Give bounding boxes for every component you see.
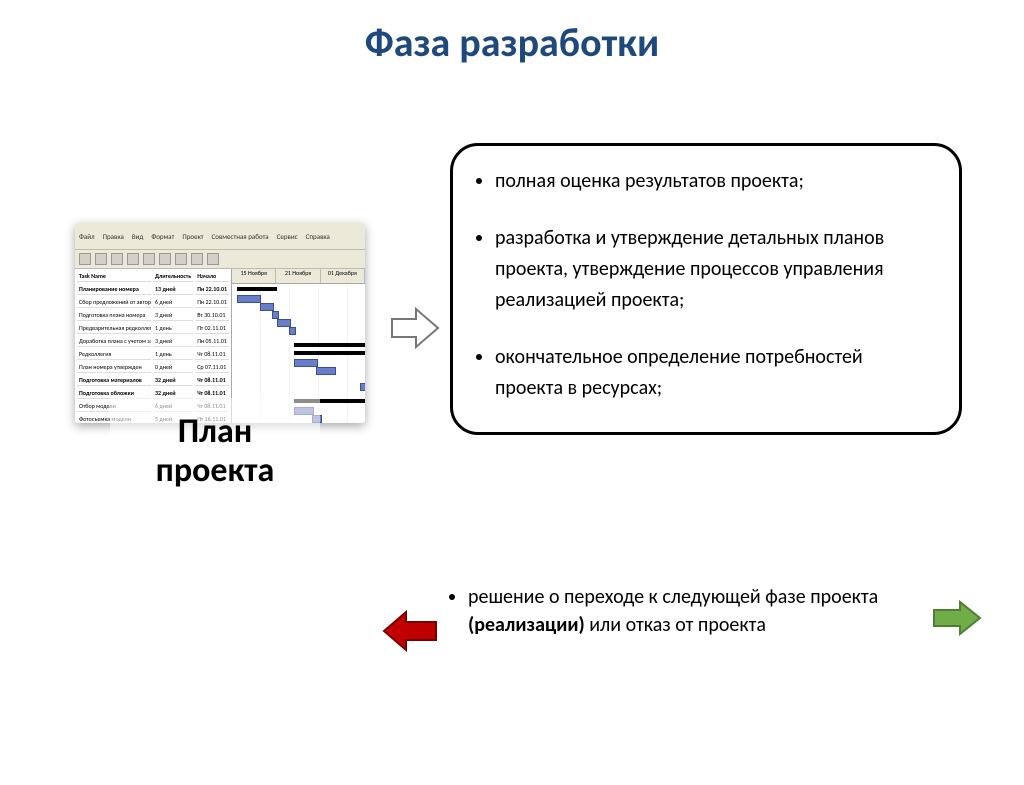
table-row: Редколлегия1 деньЧт 08.11.01: [77, 349, 229, 360]
info-box: полная оценка результатов проекта; разра…: [450, 143, 962, 435]
arrow-left-red-icon: [380, 608, 440, 659]
caption-line: проекта: [110, 451, 320, 490]
menu-item: Файл: [79, 232, 95, 241]
gantt-task-bar: [294, 359, 318, 367]
plan-caption: План проекта: [110, 398, 320, 542]
table-row: Предварительная редколлегия1 деньПт 02.1…: [77, 323, 229, 334]
toolbar-icon: [175, 253, 187, 265]
arrow-right-icon: [388, 303, 442, 358]
toolbar-icon: [143, 253, 155, 265]
gantt-task-bar: [289, 327, 296, 335]
gantt-summary-bar: [294, 343, 365, 347]
col-header: Начало: [195, 271, 229, 282]
gantt-task-bar: [316, 367, 336, 375]
info-item: полная оценка результатов проекта;: [495, 166, 935, 197]
arrow-right-green-icon: [930, 598, 984, 643]
gantt-menu: Файл Правка Вид Формат Проект Совместная…: [75, 223, 365, 250]
page-title: Фаза разработки: [0, 18, 1024, 67]
toolbar-icon: [79, 253, 91, 265]
gantt-task-bar: [237, 295, 261, 303]
table-row: План номера утвержден0 днейСр 07.11.01: [77, 362, 229, 373]
caption-line: План: [110, 412, 320, 451]
info-item: окончательное определение потребностей п…: [495, 342, 935, 404]
menu-item: Сервис: [277, 232, 298, 241]
bottom-bullet-item: решение о переходе к следующей фазе прое…: [468, 583, 880, 639]
gantt-toolbar: [75, 250, 365, 269]
table-row: Подготовка материалов32 днейЧт 08.11.01: [77, 375, 229, 386]
info-item: разработка и утверждение детальных плано…: [495, 223, 935, 316]
menu-item: Формат: [151, 232, 174, 241]
gantt-task-bar: [260, 303, 274, 311]
menu-item: Справка: [306, 232, 330, 241]
table-row: Сбор предложений от авторов6 днейПн 22.1…: [77, 297, 229, 308]
gantt-screenshot: Файл Правка Вид Формат Проект Совместная…: [75, 223, 365, 423]
menu-item: Вид: [132, 232, 144, 241]
table-row: Планирование номера13 днейПн 22.10.01: [77, 284, 229, 295]
menu-item: Проект: [182, 232, 203, 241]
gantt-task-bar: [277, 319, 291, 327]
toolbar-icon: [207, 253, 219, 265]
col-header: Task Name: [77, 271, 151, 282]
gantt-summary-bar: [237, 287, 277, 291]
gantt-task-bar: [360, 383, 365, 391]
toolbar-icon: [127, 253, 139, 265]
menu-item: Совместная работа: [212, 232, 269, 241]
date-header: 15 Ноября: [232, 269, 276, 283]
bottom-bullet: решение о переходе к следующей фазе прое…: [450, 583, 880, 639]
table-row: Доработка плана с учетом замечаний3 дней…: [77, 336, 229, 347]
toolbar-icon: [95, 253, 107, 265]
gantt-task-bar: [272, 311, 279, 319]
col-header: Длительность: [153, 271, 193, 282]
gantt-summary-bar: [294, 351, 365, 355]
toolbar-icon: [191, 253, 203, 265]
toolbar-icon: [111, 253, 123, 265]
toolbar-icon: [159, 253, 171, 265]
menu-item: Правка: [103, 232, 124, 241]
date-header: 21 Ноября: [276, 269, 320, 283]
date-header: 01 Декабря: [321, 269, 365, 283]
table-row: Подготовка плана номера3 днейВт 30.10.01: [77, 310, 229, 321]
